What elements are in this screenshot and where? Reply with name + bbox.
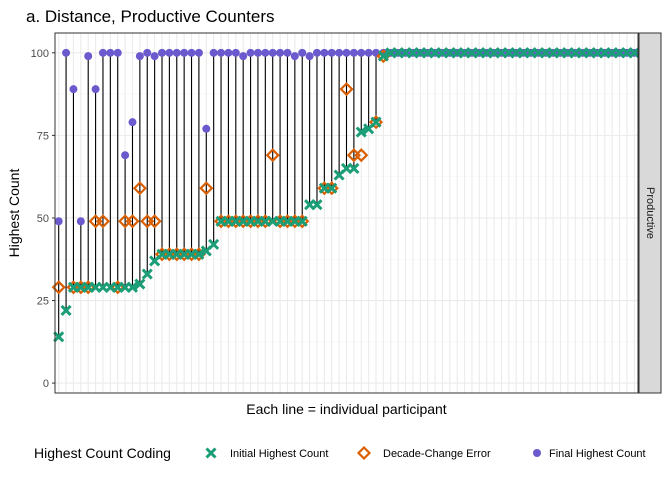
final-highest-count-point <box>298 48 307 57</box>
y-tick-label: 75 <box>37 130 49 142</box>
final-highest-count-point <box>335 48 344 57</box>
decade-change-error-point <box>132 181 147 196</box>
initial-highest-count-point <box>377 50 389 62</box>
final-highest-count-point <box>364 48 373 57</box>
decade-change-error-point <box>339 82 354 97</box>
facet-strip-label: Productive <box>644 187 656 239</box>
final-highest-count-point <box>69 85 78 94</box>
y-axis-title: Highest Count <box>6 169 22 258</box>
initial-highest-count-point <box>311 199 323 211</box>
final-highest-count-point <box>121 151 130 160</box>
initial-highest-count-point <box>326 182 338 194</box>
final-highest-count-point <box>158 48 167 57</box>
final-highest-count-point <box>143 48 152 57</box>
initial-highest-count-point <box>193 248 205 260</box>
final-highest-count-point <box>113 48 122 57</box>
final-highest-count-point <box>320 48 329 57</box>
legend-key-circle <box>533 449 541 457</box>
final-highest-count-point <box>342 48 351 57</box>
final-highest-count-point <box>349 48 358 57</box>
x-marker-icon <box>205 447 217 459</box>
final-highest-count-point <box>128 118 137 127</box>
diamond-marker-icon <box>356 445 372 461</box>
final-highest-count-point <box>106 48 115 57</box>
final-highest-count-point <box>135 52 144 61</box>
final-highest-count-point <box>268 48 277 57</box>
decade-change-error-point <box>147 214 162 229</box>
final-highest-count-point <box>165 48 174 57</box>
final-highest-count-point <box>253 48 262 57</box>
x-axis-title: Each line = individual participant <box>246 401 447 417</box>
y-tick-label: 100 <box>31 48 49 60</box>
final-highest-count-point <box>91 85 100 94</box>
final-highest-count-point <box>312 48 321 57</box>
facet-strip <box>638 32 662 394</box>
initial-highest-count-point <box>141 268 153 280</box>
decade-change-error-point <box>125 214 140 229</box>
final-highest-count-point <box>84 52 93 61</box>
legend-item-initial: Initial Highest Count <box>205 447 328 460</box>
final-highest-count-point <box>246 48 255 57</box>
y-tick-label: 50 <box>37 213 49 225</box>
initial-highest-count-point <box>60 304 72 316</box>
decade-change-error-point <box>199 181 214 196</box>
initial-highest-count-point <box>370 116 382 128</box>
final-highest-count-point <box>283 48 292 57</box>
legend-key-x <box>205 447 217 459</box>
legend-item-final: Final Highest Count <box>533 448 646 460</box>
legend-title: Highest Count Coding <box>34 445 171 461</box>
decade-change-error-point <box>354 148 369 163</box>
initial-highest-count-point <box>208 238 220 250</box>
legend: Highest Count Coding Initial Highest Cou… <box>34 445 646 461</box>
final-highest-count-point <box>62 48 71 57</box>
final-highest-count-point <box>194 48 203 57</box>
final-highest-count-point <box>261 48 270 57</box>
final-highest-count-point <box>209 48 218 57</box>
initial-highest-count-points <box>53 47 640 343</box>
initial-highest-count-point <box>53 331 65 343</box>
final-highest-count-point <box>98 48 107 57</box>
plot-panel-border <box>54 32 639 394</box>
final-highest-count-point <box>239 52 248 61</box>
final-highest-count-point <box>327 48 336 57</box>
final-highest-count-point <box>180 48 189 57</box>
final-highest-count-point <box>305 52 314 61</box>
final-highest-count-point <box>202 124 211 133</box>
final-highest-count-point <box>54 217 63 226</box>
legend-item-decade: Decade-Change Error <box>356 445 491 461</box>
participant-lines <box>58 52 384 337</box>
decade-change-error-point <box>265 148 280 163</box>
final-highest-count-point <box>357 48 366 57</box>
final-highest-count-point <box>150 52 159 61</box>
y-tick-label: 0 <box>43 378 49 390</box>
initial-highest-count-point <box>126 281 139 293</box>
y-axis-ticks: 0 25 50 75 100 <box>31 48 55 390</box>
initial-highest-count-point <box>628 47 640 59</box>
legend-label-initial: Initial Highest Count <box>230 448 328 460</box>
initial-highest-count-point <box>296 215 308 227</box>
decade-change-error-point <box>95 214 111 229</box>
final-highest-count-point <box>217 48 226 57</box>
final-highest-count-point <box>290 52 299 61</box>
initial-highest-count-point <box>355 126 367 138</box>
initial-highest-count-point <box>134 278 146 290</box>
final-highest-count-point <box>172 48 181 57</box>
final-highest-count-point <box>224 48 233 57</box>
initial-highest-count-point <box>348 162 360 174</box>
chart-title: a. Distance, Productive Counters <box>26 7 275 26</box>
final-highest-count-point <box>276 48 285 57</box>
final-highest-count-point <box>76 217 85 226</box>
circle-marker-icon <box>533 449 541 457</box>
final-highest-count-point <box>231 48 240 57</box>
legend-label-decade: Decade-Change Error <box>383 448 491 460</box>
y-tick-label: 25 <box>37 296 49 308</box>
legend-label-final: Final Highest Count <box>549 448 646 460</box>
legend-key-diamond <box>356 445 372 461</box>
major-gridlines <box>55 33 638 393</box>
final-highest-count-point <box>187 48 196 57</box>
